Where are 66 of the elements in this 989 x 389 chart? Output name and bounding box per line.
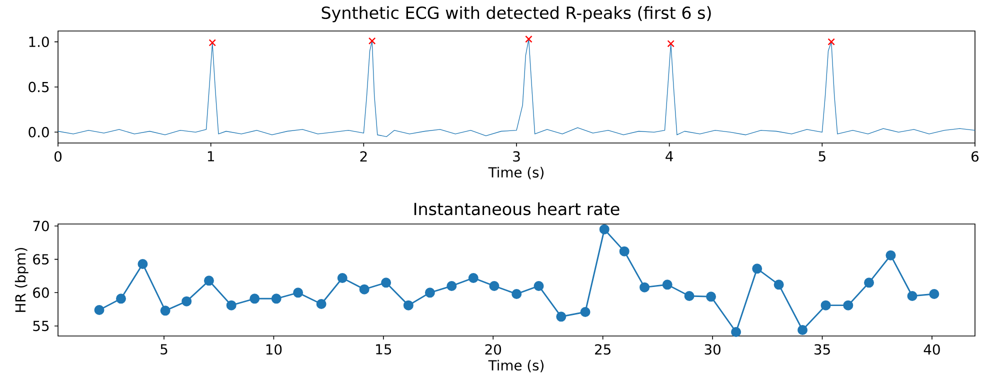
- point: [293, 288, 304, 298]
- point: [160, 306, 170, 316]
- y-tick-label: 65: [33, 254, 49, 265]
- x-tick-label: 5: [818, 151, 826, 162]
- chart-title: Instantaneous heart rate: [414, 202, 620, 216]
- x-tick-label: 25: [595, 344, 610, 355]
- x-tick-label: 3: [513, 151, 520, 162]
- point: [381, 278, 392, 288]
- point: [250, 294, 260, 304]
- point: [907, 290, 918, 301]
- point: [599, 224, 610, 234]
- point: [94, 304, 104, 315]
- point: [403, 300, 414, 310]
- point: [820, 300, 831, 310]
- y-tick-label: 70: [33, 220, 49, 232]
- y-tick-label: 1.0: [29, 36, 49, 48]
- x-tick-label: 6: [972, 151, 979, 162]
- point: [843, 300, 854, 310]
- y-tick-label: 0.0: [28, 126, 49, 138]
- point: [684, 290, 694, 301]
- point: [116, 294, 126, 304]
- y-tick-label: 0.5: [28, 82, 49, 92]
- point: [798, 324, 808, 335]
- x-tick-label: 0: [54, 151, 62, 162]
- point: [204, 276, 214, 286]
- x-tick-label: 10: [266, 344, 282, 355]
- point: [271, 294, 282, 304]
- y-axis-title: HR (bpm): [14, 248, 28, 312]
- point: [182, 296, 192, 306]
- x-tick-label: 2: [360, 151, 367, 162]
- point: [138, 258, 148, 269]
- point: [468, 272, 478, 283]
- x-tick-label: 4: [666, 151, 673, 162]
- x-tick-label: 35: [814, 344, 830, 355]
- point: [226, 300, 236, 310]
- y-tick-label: 60: [33, 287, 49, 298]
- point: [446, 280, 457, 291]
- point: [706, 292, 716, 302]
- chart-title: Synthetic ECG with detected R-peaks (first 6 s): [322, 6, 711, 22]
- point: [424, 288, 435, 298]
- point: [662, 280, 672, 290]
- point: [929, 288, 940, 299]
- x-axis-title: Time (s): [488, 166, 544, 180]
- point: [580, 306, 590, 317]
- y-tick-label: 55: [33, 320, 49, 332]
- x-tick-label: 40: [924, 344, 940, 355]
- point: [640, 282, 650, 292]
- point: [316, 298, 326, 309]
- x-axis-title: Time (s): [488, 360, 544, 372]
- x-tick-label: 20: [485, 344, 502, 355]
- x-tick-label: 15: [376, 344, 392, 354]
- point: [359, 284, 370, 294]
- point: [489, 280, 500, 291]
- point: [752, 264, 762, 274]
- point: [337, 272, 348, 283]
- x-tick-label: 30: [704, 344, 720, 355]
- point: [619, 246, 630, 256]
- point: [774, 280, 784, 290]
- point: [731, 326, 742, 337]
- point: [556, 312, 566, 322]
- x-tick-label: 5: [160, 344, 168, 354]
- point: [534, 280, 544, 291]
- point: [864, 278, 874, 288]
- point: [886, 250, 896, 260]
- point: [512, 288, 522, 299]
- x-tick-label: 1: [208, 151, 214, 162]
